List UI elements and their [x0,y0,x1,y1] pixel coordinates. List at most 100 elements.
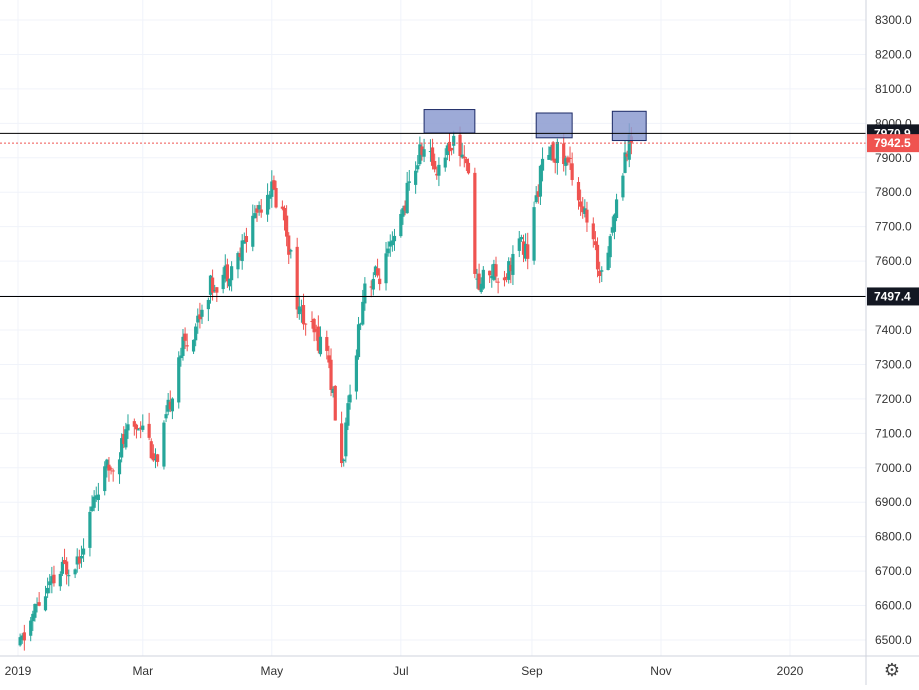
candle-layer [18,123,633,651]
candle-up [386,248,390,254]
candle-up [479,283,483,292]
candle-down [462,156,466,159]
candle-up [257,205,261,210]
candle-up [223,265,227,279]
candle-down [151,453,155,461]
price-label-text: 7942.5 [874,136,911,150]
candle-up [363,283,367,304]
candle-up [177,357,181,403]
candle-down [378,278,382,285]
y-tick-label: 7900.0 [875,151,912,165]
candle-up [627,134,631,160]
y-tick-label: 8100.0 [875,82,912,96]
candle-down [168,401,172,410]
candle-up [361,301,365,325]
candle-up [564,158,568,166]
candle-down [314,329,318,332]
candle-up [371,278,375,290]
x-tick-label: Nov [650,664,671,678]
grid-layer [0,0,866,656]
candle-down [562,143,566,165]
candle-up [422,149,426,157]
candle-up [414,170,418,185]
y-tick-label: 7700.0 [875,220,912,234]
candle-down [585,209,589,223]
candle-up [253,213,257,219]
candle-up [289,250,293,252]
candle-down [244,236,249,243]
candle-up [342,459,346,462]
candle-up [621,175,625,198]
candle-up [31,613,35,622]
price-label-box [867,287,919,306]
candle-down [147,423,151,438]
y-tick-label: 7400.0 [875,323,912,337]
candle-down [149,441,153,459]
candle-up [124,429,128,448]
candle-down [598,270,602,277]
candle-down [52,574,56,584]
candle-down [155,454,160,462]
candle-down [566,157,570,163]
candle-up [405,182,409,214]
candle-down [122,433,126,445]
candle-down [62,559,67,564]
candle-down [198,314,202,320]
candle-down [259,209,263,213]
candle-down [312,318,316,333]
candle-down [568,157,572,159]
candle-up [346,403,350,426]
candle-up [20,635,24,640]
candle-down [225,264,229,282]
candle-down [579,201,583,207]
candle-up [555,141,559,163]
candle-down [210,277,215,293]
candle-down [553,158,557,163]
candle-down [449,147,454,151]
resistance-zone [611,110,647,142]
candle-up [418,144,422,165]
candle-down [595,244,600,270]
candle-down [295,246,299,310]
candle-up [437,164,441,176]
candle-down [466,162,471,174]
gear-icon: ⚙ [884,660,900,680]
candle-up [614,199,619,218]
candle-down [447,141,452,152]
candle-up [126,424,130,431]
candle-down [109,468,113,470]
x-tick-label: Mar [132,664,153,678]
candle-up [90,506,94,511]
candle-up [181,336,185,356]
candle-down [625,153,629,157]
candle-down [504,276,509,278]
candle-down [132,421,136,427]
candle-down [473,172,477,274]
candle-up [270,181,274,197]
candle-up [179,355,183,359]
candle-up [48,581,52,586]
candle-up [164,414,168,419]
candle-down [287,235,291,255]
candle-down [509,264,513,272]
candle-up [75,556,79,565]
y-tick-label: 7600.0 [875,254,912,268]
candle-up [153,459,158,461]
line-layer [0,132,866,297]
candle-up [511,253,515,275]
candle-up [35,604,39,606]
y-tick-label: 7100.0 [875,426,912,440]
candle-down [285,215,289,237]
candle-up [43,596,48,611]
candle-down [464,158,468,164]
candle-up [384,253,388,284]
x-tick-label: 2019 [5,664,32,678]
candle-up [416,165,420,170]
candle-up [92,496,96,508]
candle-down [502,277,507,281]
resistance-zone [423,109,476,134]
